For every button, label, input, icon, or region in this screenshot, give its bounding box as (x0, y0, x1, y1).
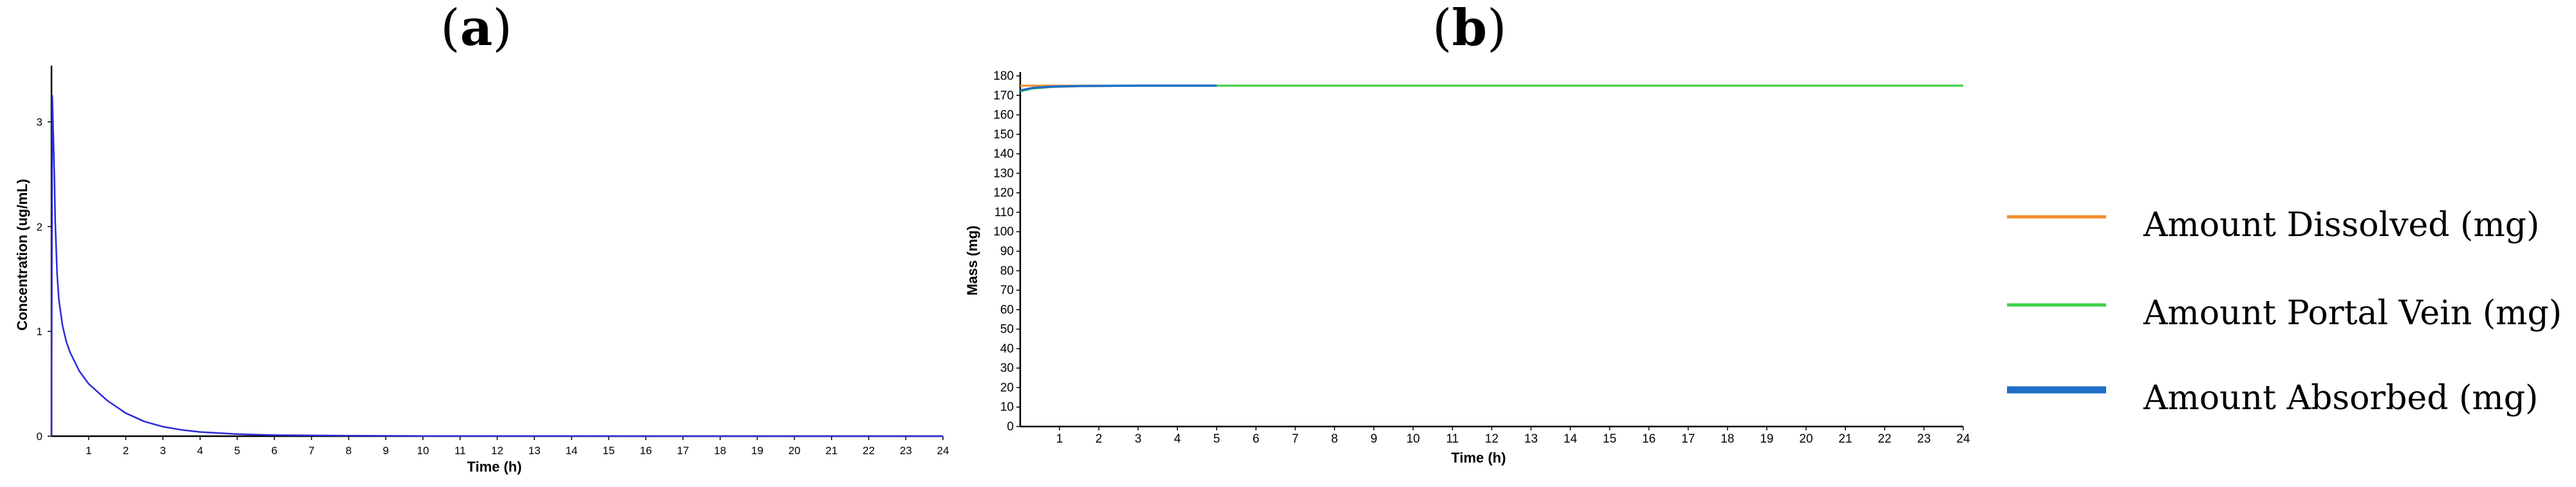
x-tick-label: 7 (1292, 432, 1299, 446)
x-tick-label: 2 (1096, 432, 1103, 446)
x-tick-label: 16 (640, 445, 652, 457)
x-tick-label: 8 (1331, 432, 1338, 446)
x-tick-label: 17 (677, 445, 689, 457)
x-tick-label: 4 (197, 445, 203, 457)
y-tick-label: 40 (1000, 342, 1014, 356)
y-tick-label: 0 (1007, 420, 1014, 434)
y-tick-label: 160 (993, 109, 1014, 122)
x-tick-label: 1 (1056, 432, 1063, 446)
x-tick-label: 9 (1370, 432, 1377, 446)
legend: Amount Dissolved (mg) Amount Portal Vein … (2007, 206, 2562, 418)
x-tick-label: 23 (900, 445, 912, 457)
chart-b: 1 2 3 4 5 6 7 8 9 10 11 12 13 14 15 16 17 18 19 20 21 22 23 24 … (964, 69, 1970, 466)
chart-b-ylabel: Mass (mg) (964, 226, 980, 296)
x-tick-label: 20 (789, 445, 801, 457)
chart-b-xlabel: Time (h) (1451, 450, 1506, 466)
x-tick-label: 2 (123, 445, 129, 457)
x-tick-label: 24 (1956, 432, 1970, 446)
chart-a-axes (50, 66, 943, 437)
x-tick-label: 18 (714, 445, 726, 457)
x-tick-label: 4 (1174, 432, 1181, 446)
x-tick-label: 11 (1446, 432, 1459, 446)
x-tick-label: 11 (454, 445, 466, 457)
x-tick-label: 10 (1406, 432, 1420, 446)
x-tick-label: 1 (86, 445, 91, 457)
x-tick-label: 3 (160, 445, 165, 457)
x-tick-label: 22 (1878, 432, 1891, 446)
y-tick-label: 100 (993, 225, 1014, 239)
x-tick-label: 23 (1917, 432, 1930, 446)
x-tick-label: 7 (308, 445, 314, 457)
y-tick-label: 0 (37, 430, 42, 443)
x-tick-label: 22 (863, 445, 875, 457)
chart-a-xlabel: Time (h) (467, 459, 521, 475)
x-tick-label: 12 (1485, 432, 1498, 446)
chart-a-x-ticks: 1 2 3 4 5 6 7 8 9 10 11 12 13 14 15 16 17 18 19 20 21 22 23 24 (86, 436, 949, 457)
x-tick-label: 21 (1838, 432, 1852, 446)
legend-label: Amount Absorbed (mg) (2143, 379, 2538, 418)
x-tick-label: 20 (1799, 432, 1813, 446)
x-tick-label: 15 (602, 445, 615, 457)
y-tick-label: 120 (993, 187, 1014, 200)
y-tick-label: 3 (37, 116, 42, 128)
panel-a-label: (a) (440, 0, 512, 57)
x-tick-label: 5 (1213, 432, 1220, 446)
x-tick-label: 6 (272, 445, 277, 457)
x-tick-label: 15 (1603, 432, 1616, 446)
x-tick-label: 16 (1642, 432, 1656, 446)
chart-a-y-ticks: 0 1 2 3 (37, 116, 51, 443)
y-tick-label: 10 (1000, 401, 1014, 414)
x-tick-label: 14 (565, 445, 577, 457)
chart-a-ylabel: Concentration (ug/mL) (14, 179, 30, 331)
chart-b-axes (1019, 72, 1963, 428)
y-tick-label: 170 (993, 89, 1014, 102)
y-tick-label: 1 (37, 326, 42, 338)
y-tick-label: 50 (1000, 323, 1014, 336)
y-tick-label: 140 (993, 147, 1014, 161)
chart-b-x-ticks: 1 2 3 4 5 6 7 8 9 10 11 12 13 14 15 16 17 18 19 20 21 22 23 24 (1056, 427, 1970, 446)
x-tick-label: 18 (1721, 432, 1734, 446)
y-tick-label: 30 (1000, 362, 1014, 375)
y-tick-label: 110 (994, 206, 1014, 219)
x-tick-label: 14 (1563, 432, 1578, 446)
x-tick-label: 17 (1681, 432, 1695, 446)
x-tick-label: 12 (491, 445, 503, 457)
chart-b-y-ticks: 0 10 20 30 40 50 60 70 80 90 100 110 120 130 140 150 160… (993, 69, 1020, 434)
series-line-a-0 (50, 95, 943, 437)
legend-label: Amount Portal Vein (mg) (2143, 294, 2562, 333)
legend-label: Amount Dissolved (mg) (2143, 206, 2539, 244)
x-tick-label: 19 (751, 445, 763, 457)
x-tick-label: 24 (937, 445, 949, 457)
series-line-amount-absorbed-mg (1020, 84, 1217, 92)
y-tick-label: 70 (1000, 284, 1014, 297)
x-tick-label: 10 (417, 445, 429, 457)
chart-a-series (50, 95, 943, 437)
panel-b-label: (b) (1432, 0, 1506, 57)
x-tick-label: 8 (346, 445, 351, 457)
x-tick-label: 13 (528, 445, 541, 457)
chart-b-series (1020, 84, 1963, 93)
chart-a: 1 2 3 4 5 6 7 8 9 10 11 12 13 14 15 16 17 18 19 20 21 22 23 24 … (14, 66, 949, 475)
y-tick-label: 80 (1000, 264, 1014, 278)
x-tick-label: 3 (1135, 432, 1142, 446)
x-tick-label: 9 (383, 445, 389, 457)
x-tick-label: 5 (234, 445, 240, 457)
x-tick-label: 21 (825, 445, 837, 457)
y-tick-label: 60 (1000, 303, 1014, 317)
y-tick-label: 150 (993, 128, 1014, 142)
y-tick-label: 2 (37, 221, 42, 233)
y-tick-label: 20 (1000, 381, 1014, 394)
y-tick-label: 180 (993, 69, 1014, 83)
y-tick-label: 130 (993, 167, 1014, 180)
x-tick-label: 19 (1760, 432, 1773, 446)
x-tick-label: 6 (1253, 432, 1260, 446)
y-tick-label: 90 (1000, 245, 1014, 259)
x-tick-label: 13 (1524, 432, 1538, 446)
